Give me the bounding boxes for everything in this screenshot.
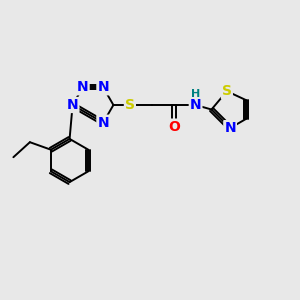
Text: N: N bbox=[77, 80, 88, 94]
Text: N: N bbox=[98, 116, 109, 130]
Text: O: O bbox=[168, 120, 180, 134]
Text: N: N bbox=[224, 121, 236, 135]
Text: S: S bbox=[125, 98, 135, 112]
Text: H: H bbox=[191, 88, 200, 99]
Text: N: N bbox=[190, 98, 201, 112]
Text: N: N bbox=[67, 98, 78, 112]
Text: S: S bbox=[222, 84, 232, 98]
Text: N: N bbox=[98, 80, 109, 94]
